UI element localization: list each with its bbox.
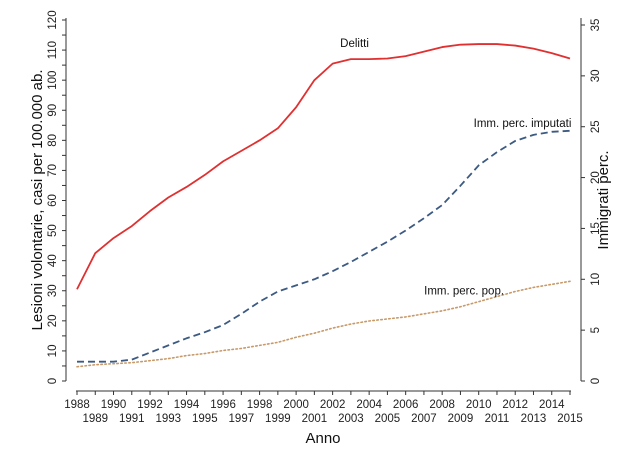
x-tick-label: 2014 <box>539 399 565 411</box>
y-right-tick-label: 25 <box>590 120 602 133</box>
y-left-tick-label: 110 <box>47 41 59 59</box>
y-left-tick-label: 120 <box>47 10 59 29</box>
x-tick-label: 2006 <box>393 399 419 411</box>
x-tick-label: 2010 <box>466 399 492 411</box>
series-line-1 <box>76 43 571 290</box>
series-line-3 <box>76 280 571 368</box>
y-left-tick-label: 30 <box>47 284 59 297</box>
x-tick-label: 2000 <box>283 399 309 411</box>
x-tick-label: 2015 <box>557 413 583 425</box>
x-tick-label: 2011 <box>485 413 510 425</box>
y-right-tick-label: 35 <box>590 19 602 32</box>
x-tick-label: 1989 <box>82 413 108 425</box>
x-axis-title: Anno <box>305 430 340 447</box>
axes: 0 10 20 30 40 50 60 70 80 90 100 110 120 0 5 10 15 20 25 30… <box>47 10 602 425</box>
series-line-2 <box>77 129 571 363</box>
x-tick-label: 2004 <box>356 399 382 411</box>
x-tick-label: 2013 <box>521 413 547 425</box>
x-tick-label: 2001 <box>302 413 328 425</box>
y-right-tick-label: 10 <box>590 273 602 286</box>
x-tick-label: 2002 <box>320 399 346 411</box>
y-right-tick-label: 20 <box>590 171 602 184</box>
y-right-tick-label: 5 <box>590 327 602 333</box>
x-tick-label: 1996 <box>210 399 236 411</box>
y-right-tick-label: 0 <box>590 378 602 384</box>
y-left-tick-label: 0 <box>47 378 59 384</box>
y-left-tick-label: 40 <box>47 254 59 267</box>
x-tick-label: 1997 <box>229 413 255 425</box>
x-tick-label: 2009 <box>448 413 474 425</box>
y-left-tick-label: 10 <box>47 345 59 358</box>
y-axis-left-title: Lesioni volontarie, casi per 100.000 ab. <box>29 69 46 330</box>
x-tick-label: 1993 <box>155 413 181 425</box>
y-left-tick-label: 70 <box>47 164 59 177</box>
x-tick-label: 1988 <box>64 399 90 411</box>
x-tick-label: 1999 <box>265 413 291 425</box>
y-right-tick-label: 15 <box>590 222 602 235</box>
x-tick-label: 1991 <box>119 413 145 425</box>
series-label-1: Delitti <box>340 38 369 50</box>
series-label-2: Imm. perc. imputati <box>474 118 572 130</box>
x-tick-label: 2012 <box>502 399 528 411</box>
x-tick-label: 1998 <box>247 399 273 411</box>
x-tick-label: 1990 <box>101 399 127 411</box>
series-label-3: Imm. perc. pop. <box>424 286 504 298</box>
x-tick-label: 2003 <box>338 413 364 425</box>
y-left-tick-label: 60 <box>47 194 59 207</box>
x-tick-label: 2008 <box>429 399 455 411</box>
y-left-tick-label: 90 <box>47 104 59 117</box>
y-axis-right-title: Immigrati perc. <box>595 150 612 249</box>
series-labels: Delitti Imm. perc. imputati Imm. perc. pop… <box>340 38 571 298</box>
y-left-tick-label: 100 <box>47 71 59 90</box>
x-tick-label: 1995 <box>192 413 218 425</box>
y-left-tick-label: 80 <box>47 134 59 147</box>
x-tick-label: 1994 <box>174 399 200 411</box>
x-tick-label: 2007 <box>411 413 437 425</box>
x-tick-label: 2005 <box>375 413 401 425</box>
y-left-tick-label: 50 <box>47 224 59 237</box>
y-left-tick-label: 20 <box>47 314 59 327</box>
series-lines <box>76 43 571 368</box>
x-tick-label: 1992 <box>137 399 163 411</box>
y-right-tick-label: 30 <box>590 69 602 82</box>
